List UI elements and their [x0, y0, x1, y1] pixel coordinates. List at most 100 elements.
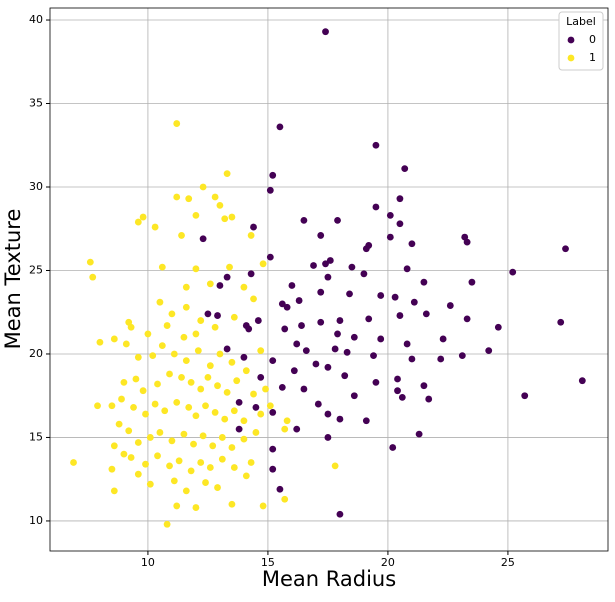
point	[235, 398, 243, 406]
point	[134, 353, 142, 361]
point	[211, 409, 219, 416]
point	[372, 203, 380, 211]
point	[281, 425, 289, 433]
point	[216, 282, 224, 289]
point	[120, 378, 128, 386]
point	[494, 323, 502, 331]
point	[463, 315, 471, 323]
point	[108, 402, 116, 410]
point	[389, 444, 397, 451]
point	[269, 465, 277, 473]
point	[142, 460, 149, 468]
x-tick-label: 20	[381, 556, 395, 569]
point	[187, 467, 195, 475]
point	[252, 404, 260, 411]
point	[146, 480, 154, 488]
point	[252, 429, 260, 436]
point	[180, 333, 188, 341]
point	[86, 258, 94, 266]
point	[266, 253, 274, 261]
point	[139, 387, 147, 395]
point	[521, 392, 529, 400]
point	[281, 325, 289, 333]
point	[360, 270, 368, 278]
x-tick-label: 10	[141, 556, 155, 569]
point	[377, 292, 385, 299]
point	[324, 273, 332, 281]
point	[386, 233, 394, 241]
point	[173, 502, 181, 510]
point	[281, 495, 289, 503]
point	[154, 380, 161, 388]
point	[122, 340, 130, 348]
point	[278, 300, 286, 308]
point	[192, 504, 200, 511]
point	[288, 282, 296, 289]
point	[134, 218, 142, 226]
point	[163, 520, 171, 528]
point	[110, 335, 118, 343]
legend-label: 1	[589, 51, 596, 64]
point	[578, 377, 586, 385]
point	[202, 402, 209, 410]
point	[468, 278, 476, 286]
point	[154, 452, 161, 460]
point	[269, 409, 277, 416]
point	[233, 377, 241, 385]
point	[250, 390, 257, 398]
point	[269, 171, 277, 179]
point	[214, 312, 221, 319]
point	[247, 459, 255, 466]
point	[334, 216, 341, 224]
point	[182, 487, 190, 495]
point	[149, 352, 157, 360]
y-tick-label: 35	[29, 97, 43, 110]
legend-marker	[567, 36, 575, 44]
point	[310, 262, 317, 269]
point	[216, 350, 224, 358]
point	[317, 318, 325, 326]
point	[127, 454, 135, 461]
point	[206, 362, 214, 370]
point	[166, 370, 173, 378]
point	[168, 310, 176, 318]
point	[130, 404, 137, 411]
point	[144, 330, 152, 338]
point	[197, 459, 205, 466]
point	[204, 310, 212, 318]
point	[300, 216, 308, 224]
point	[322, 260, 329, 268]
point	[324, 434, 332, 441]
point	[221, 215, 229, 223]
point	[142, 410, 149, 418]
point	[386, 211, 394, 219]
point	[422, 310, 430, 318]
point	[324, 363, 332, 371]
point	[89, 273, 97, 281]
point	[240, 417, 248, 425]
point	[209, 442, 217, 450]
point	[134, 470, 142, 478]
point	[420, 382, 428, 390]
point	[187, 378, 195, 386]
y-tick-label: 25	[29, 263, 43, 276]
point	[562, 245, 569, 253]
point	[151, 223, 159, 231]
point	[250, 223, 257, 231]
point	[185, 404, 193, 411]
point	[161, 407, 169, 415]
point	[257, 373, 265, 381]
point	[245, 325, 253, 333]
point	[230, 464, 238, 471]
point	[262, 385, 269, 393]
point	[293, 425, 301, 433]
point	[223, 388, 231, 396]
point	[156, 298, 164, 306]
point	[372, 378, 380, 386]
point	[230, 313, 238, 321]
point	[247, 232, 255, 239]
point	[235, 425, 243, 433]
point	[298, 322, 305, 329]
point	[283, 417, 291, 425]
point	[214, 382, 221, 390]
